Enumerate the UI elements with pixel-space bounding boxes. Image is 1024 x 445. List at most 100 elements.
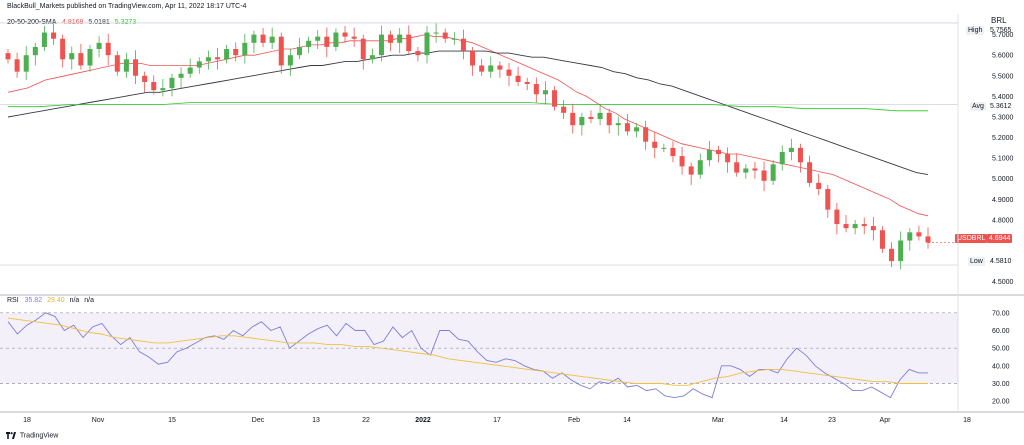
candle-up — [579, 116, 585, 126]
candle-up — [251, 34, 257, 43]
candle-down — [552, 90, 558, 107]
candle-up — [451, 38, 457, 40]
candle-down — [725, 154, 731, 163]
candle-down — [360, 38, 366, 60]
candle-down — [624, 123, 630, 132]
candle-down — [342, 32, 348, 37]
time-tick-label: 18 — [963, 417, 971, 424]
sma-legend-label: 20-50-200-SMA — [7, 19, 57, 26]
candle-down — [834, 209, 840, 225]
candle-up — [269, 36, 275, 43]
high-tag-value: 5.7565 — [990, 27, 1012, 34]
rsi-tick-label: 20.00 — [992, 399, 1010, 406]
last-price-value-tag: 4.6944 — [987, 234, 1013, 243]
candle-down — [643, 127, 649, 142]
candle-up — [315, 36, 321, 41]
candle-down — [497, 65, 503, 70]
candle-up — [369, 55, 375, 60]
rsi-tick-label: 60.00 — [992, 328, 1010, 335]
candle-down — [479, 65, 485, 72]
rsi-legend[interactable]: RSI 35.82 29.40 n/a n/a — [7, 297, 94, 304]
candle-down — [879, 230, 885, 249]
candle-up — [378, 34, 384, 56]
candle-down — [142, 75, 148, 82]
candle-down — [652, 141, 658, 148]
candle-down — [533, 84, 539, 95]
candle-down — [688, 166, 694, 175]
candle-up — [69, 53, 75, 60]
candle-up — [123, 59, 129, 72]
candle-down — [588, 116, 594, 120]
time-tick-label: Dec — [252, 417, 265, 424]
candle-down — [215, 57, 221, 60]
candle-up — [397, 34, 403, 43]
sma-20-value: 4.8168 — [61, 19, 84, 26]
candle-down — [388, 34, 394, 43]
sma-50-line — [7, 50, 929, 176]
tradingview-brand: TradingView — [19, 432, 59, 440]
candle-up — [32, 46, 38, 56]
time-tick-label: 22 — [362, 417, 370, 424]
price-tick-label: 5.3000 — [992, 114, 1014, 121]
candle-down — [278, 36, 284, 66]
candle-down — [734, 162, 740, 173]
candle-down — [570, 112, 576, 126]
candle-down — [816, 182, 822, 190]
candle-down — [715, 149, 721, 155]
tradingview-logo[interactable]: TradingView — [6, 432, 58, 439]
rsi-ma-line — [7, 317, 928, 386]
candle-up — [697, 160, 703, 175]
candle-up — [852, 224, 858, 229]
high-tag-label: High — [966, 26, 985, 35]
candle-down — [470, 51, 476, 66]
candle-up — [178, 73, 184, 78]
candle-down — [825, 189, 831, 210]
time-tick-label: 18 — [23, 417, 31, 424]
candle-up — [770, 164, 776, 181]
rsi-band — [0, 312, 958, 384]
candle-down — [843, 224, 849, 229]
price-tick-label: 4.8000 — [992, 217, 1014, 224]
candle-up — [187, 67, 193, 74]
price-tick-label: 5.1000 — [992, 156, 1014, 163]
rsi-legend-label: RSI — [7, 297, 19, 304]
candle-down — [524, 81, 530, 85]
rsi-na-1: n/a — [69, 297, 80, 304]
candle-up — [488, 65, 494, 72]
candle-down — [761, 170, 767, 181]
price-tick-label: 5.0000 — [992, 176, 1014, 183]
candle-down — [151, 81, 157, 91]
candle-up — [296, 46, 302, 56]
candle-down — [679, 156, 685, 167]
price-tick-label: 5.6000 — [992, 53, 1014, 60]
candle-down — [114, 55, 120, 72]
candle-down — [442, 32, 448, 39]
time-tick-label: 17 — [493, 417, 501, 424]
avg-tag-label: Avg — [970, 102, 986, 111]
candle-up — [205, 57, 211, 62]
candle-down — [14, 59, 20, 72]
candle-down — [406, 34, 412, 52]
candle-down — [515, 75, 521, 82]
candle-down — [60, 38, 66, 60]
last-price-symbol-tag: USDBRL — [955, 234, 988, 243]
candle-up — [542, 90, 548, 95]
candle-down — [797, 147, 803, 163]
sma-legend[interactable]: 20-50-200-SMA 4.8168 5.0181 5.3273 — [7, 19, 136, 26]
candle-up — [424, 32, 430, 56]
candle-up — [169, 77, 175, 89]
price-tick-label: 5.4000 — [992, 94, 1014, 101]
price-tick-label: 4.5000 — [992, 279, 1014, 286]
candle-up — [907, 232, 913, 241]
publisher-line: BlackBull_Markets published on TradingVi… — [7, 3, 247, 10]
rsi-value: 35.82 — [24, 297, 43, 304]
low-tag-label: Low — [968, 257, 985, 266]
candle-up — [87, 49, 93, 66]
candle-down — [351, 36, 357, 39]
candle-down — [133, 59, 139, 76]
candle-up — [287, 55, 293, 66]
candle-up — [597, 112, 603, 120]
candle-up — [196, 61, 202, 68]
candle-up — [160, 88, 166, 91]
